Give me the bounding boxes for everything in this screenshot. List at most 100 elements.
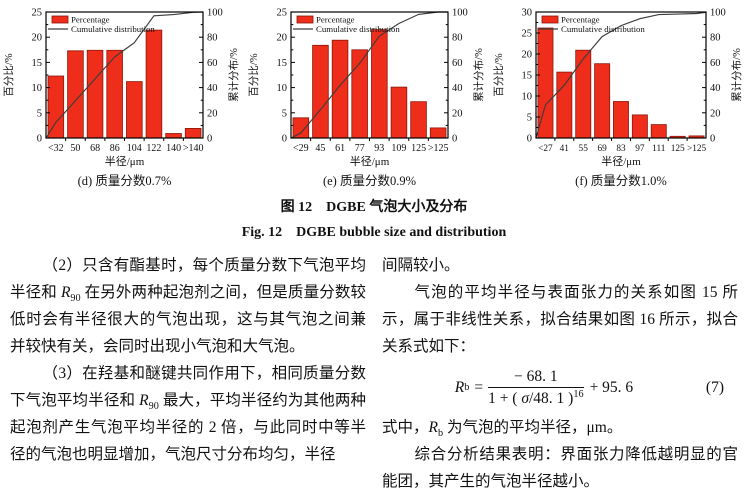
left-axis-tick-label: 10 xyxy=(32,83,43,94)
subscript: 90 xyxy=(70,293,81,305)
right-axis-tick-label: 20 xyxy=(452,108,463,119)
figure-12-panels: 0 5 10 15 20 25 0 20 40 60 80 100 <32 50 68 86 104 122 140… xyxy=(0,0,748,194)
figure-caption-en: Fig. 12 DGBE bubble size and distributio… xyxy=(241,225,507,240)
paragraph: 综合分析结果表明：界面张力降低越明显的官能团，其产生的气泡半径越小。 xyxy=(382,441,738,495)
bar xyxy=(292,117,310,139)
left-axis-tick-label: 25 xyxy=(522,29,533,40)
left-y-axis-title: 百分比/% xyxy=(492,53,505,96)
panel-label: (f) 质量分数1.0% xyxy=(575,173,667,188)
subscript: 90 xyxy=(148,401,159,413)
left-axis-tick-label: 5 xyxy=(37,108,42,119)
paragraph: （3）在羟基和醚键共同作用下，相同质量分数下气泡平均半径和 R90 最大，平均半… xyxy=(10,360,366,468)
x-axis-title: 半径/μm xyxy=(105,154,145,168)
bar xyxy=(47,75,65,139)
bar xyxy=(371,29,388,139)
bar xyxy=(650,124,667,139)
x-axis-tick-label: 140 xyxy=(166,143,181,154)
bar xyxy=(165,133,182,139)
right-y-axis-title: 累计分布/% xyxy=(227,48,240,102)
x-axis-tick-label: 50 xyxy=(70,143,80,154)
x-axis-tick-label: 41 xyxy=(560,144,570,154)
left-axis-tick-label: 5 xyxy=(527,113,532,124)
chart-root: 0 5 10 15 20 25 30 0 20 40 60 80 100 <27 41 55 69 83 97 111… xyxy=(492,8,743,189)
x-axis-tick-label: 86 xyxy=(110,143,120,154)
subscript: b xyxy=(437,427,444,439)
right-axis-tick-label: 80 xyxy=(207,33,218,44)
text-run: （2）只含有酯基时，每个质量分数下气泡平均半径和 xyxy=(10,257,366,301)
paragraph: 间隔较小。 xyxy=(382,252,738,279)
right-axis-tick-label: 0 xyxy=(207,134,212,145)
left-column: （2）只含有酯基时，每个质量分数下气泡平均半径和 R90 在另外两种起泡剂之间，… xyxy=(10,252,366,495)
cumulative-distribution-line xyxy=(290,11,448,139)
left-axis-tick-label: 15 xyxy=(522,71,533,82)
text-run: 为气泡的平均半径，μm。 xyxy=(443,418,623,436)
bar xyxy=(575,49,592,139)
cumulative-distribution-line xyxy=(45,11,204,139)
right-axis-tick-label: 60 xyxy=(452,58,463,69)
x-axis-tick-label: >125 xyxy=(428,143,449,154)
right-y-axis-title: 累计分布/% xyxy=(730,48,743,102)
right-axis-tick-label: 100 xyxy=(452,8,468,19)
axis-ticks xyxy=(536,11,706,141)
legend-bar-swatch xyxy=(296,15,314,24)
formula-denominator: 1 + ( σ/48. 1 )16 xyxy=(488,388,584,408)
paragraph: 式中，Rb 为气泡的平均半径，μm。 xyxy=(382,414,738,441)
figure-caption-zh: 图 12 DGBE 气泡大小及分布 xyxy=(280,200,468,215)
right-axis-tick-label: 80 xyxy=(452,33,463,44)
bar xyxy=(312,44,329,139)
bar xyxy=(410,101,427,139)
x-axis-tick-label: <29 xyxy=(293,143,309,154)
text-run: 间隔较小。 xyxy=(382,257,460,274)
bar xyxy=(86,49,104,139)
x-axis-tick-label: >125 xyxy=(687,144,707,154)
x-axis-tick-label: 122 xyxy=(146,143,161,154)
x-axis-tick-label: 125 xyxy=(411,143,426,154)
right-axis-tick-label: 40 xyxy=(207,83,218,94)
paragraph: 气泡的平均半径与表面张力的关系如图 15 所示，属于非线性关系，拟合结果如图 1… xyxy=(382,279,738,360)
legend-label-percentage: Percentage xyxy=(71,15,110,25)
legend-bar-swatch xyxy=(541,15,559,24)
x-axis-tick-label: 61 xyxy=(335,143,345,154)
bar xyxy=(594,63,611,139)
x-axis-tick-label: 69 xyxy=(597,144,607,154)
text-run: 综合分析结果表明：界面张力降低越明显的官能团，其产生的气泡半径越小。 xyxy=(382,445,738,490)
right-axis-tick-label: 0 xyxy=(710,134,715,145)
body-text: （2）只含有酯基时，每个质量分数下气泡平均半径和 R90 在另外两种起泡剂之间，… xyxy=(0,241,748,495)
left-axis-tick-label: 20 xyxy=(32,33,43,44)
bar xyxy=(631,114,648,139)
x-axis-tick-label: 97 xyxy=(635,144,645,154)
text-run: 最大，平均半径约为其他两种起泡剂产生气泡平均半径的 2 倍，与此同时中等半径的气… xyxy=(10,392,366,463)
formula-lhs: R xyxy=(454,379,465,397)
right-column-post: 式中，Rb 为气泡的平均半径，μm。综合分析结果表明：界面张力降低越明显的官能团… xyxy=(382,414,738,495)
x-axis-title: 半径/μm xyxy=(350,154,390,168)
percentage-bars xyxy=(537,27,705,139)
formula-numerator: − 68. 1 xyxy=(488,367,584,389)
chart-root: 0 5 10 15 20 25 0 20 40 60 80 100 <32 50 68 86 104 122 140… xyxy=(2,8,240,189)
percentage-bars xyxy=(47,29,202,139)
bar xyxy=(184,128,202,139)
x-axis-tick-label: >140 xyxy=(183,143,204,154)
left-axis-tick-label: 0 xyxy=(282,134,287,145)
text-run: 气泡的平均半径与表面张力的关系如图 15 所示，属于非线性关系，拟合结果如图 1… xyxy=(382,284,738,355)
right-axis-tick-label: 20 xyxy=(207,108,218,119)
right-axis-tick-label: 40 xyxy=(710,83,721,94)
right-axis-tick-label: 100 xyxy=(207,8,223,19)
left-axis-tick-label: 25 xyxy=(32,8,43,19)
right-y-axis-title: 累计分布/% xyxy=(472,48,485,102)
right-axis-tick-label: 60 xyxy=(710,58,721,69)
left-axis-tick-label: 0 xyxy=(37,134,42,145)
right-axis-tick-label: 80 xyxy=(710,33,721,44)
left-axis-tick-label: 15 xyxy=(277,58,288,69)
bar xyxy=(145,29,163,139)
left-axis-tick-label: 20 xyxy=(522,50,533,61)
chart-e-mass-fraction-0.9: 0 5 10 15 20 25 0 20 40 60 80 100 <29 45 61 77 93 109 125 >… xyxy=(247,8,485,189)
chart-f-mass-fraction-1.0: 0 5 10 15 20 25 30 0 20 40 60 80 100 <27 41 55 69 83 97 111… xyxy=(492,8,743,189)
right-axis-tick-label: 0 xyxy=(452,134,457,145)
x-axis-tick-label: 111 xyxy=(652,144,666,154)
right-axis-tick-label: 100 xyxy=(710,8,726,19)
bar xyxy=(556,71,573,139)
